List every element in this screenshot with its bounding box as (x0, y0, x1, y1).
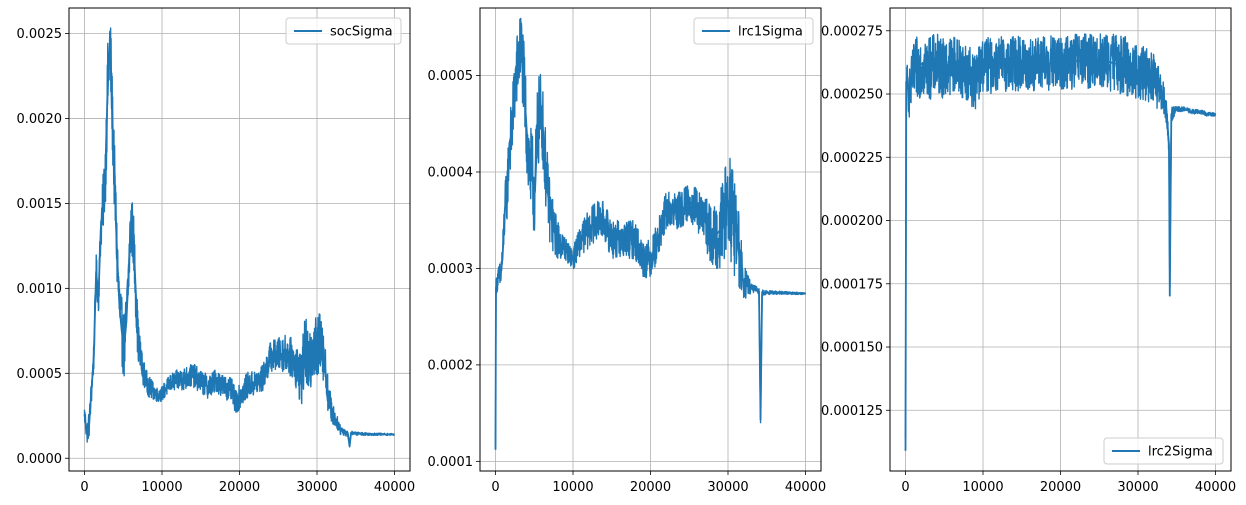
x-tick-label: 40000 (374, 480, 415, 495)
y-tick-label: 0.0005 (17, 367, 63, 382)
x-tick-label: 20000 (1040, 480, 1081, 495)
y-tick-label: 0.000225 (821, 151, 883, 166)
series-line-lrc2Sigma (904, 33, 1217, 440)
x-tick-label: 0 (901, 480, 909, 495)
y-tick-label: 0.0004 (428, 165, 474, 180)
y-tick-label: 0.0015 (17, 197, 63, 212)
y-tick-label: 0.0010 (17, 282, 63, 297)
y-tick-label: 0.0005 (428, 69, 474, 84)
subplot-1: 0 10000 20000 30000 40000 0.0000 0.0005 0.0010 0… (17, 7, 415, 495)
y-tick-label: 0.0002 (428, 358, 474, 373)
legend-label: socSigma (330, 25, 393, 40)
y-tick-label: 0.0003 (428, 262, 474, 277)
y-tick-label: 0.000250 (821, 88, 883, 103)
x-tick-label: 20000 (219, 480, 260, 495)
legend: socSigma (285, 17, 402, 45)
x-tick-label: 30000 (1117, 480, 1158, 495)
subplot-2: 0 10000 20000 30000 40000 0.0001 0.0002 0.0003 0… (428, 7, 826, 495)
subplot-3: 0 10000 20000 30000 40000 0.000125 0.000150 0.0… (821, 7, 1236, 495)
series-line-lrc1Sigma (494, 17, 807, 446)
x-tick-label: 10000 (552, 480, 593, 495)
x-tick-label: 30000 (707, 480, 748, 495)
legend-box (693, 17, 814, 45)
legend-label: lrc2Sigma (1148, 445, 1213, 460)
series-trace-lrc1Sigma (494, 46, 806, 450)
legend-label: lrc1Sigma (738, 25, 803, 40)
x-tick-label: 0 (491, 480, 499, 495)
y-tick-label: 0.000275 (821, 24, 883, 39)
x-tick-label: 40000 (785, 480, 826, 495)
y-tick-label: 0.000200 (821, 214, 883, 229)
x-tick-label: 40000 (1195, 480, 1236, 495)
legend-box (1103, 437, 1224, 465)
x-tick-label: 10000 (141, 480, 182, 495)
series-trace-lrc2Sigma (904, 60, 1216, 451)
series-trace-socSigma (83, 41, 395, 447)
legend: lrc1Sigma (693, 17, 814, 45)
y-tick-label: 0.0025 (17, 27, 63, 42)
y-tick-label: 0.0001 (428, 455, 474, 470)
y-tick-label: 0.000125 (821, 404, 883, 419)
x-tick-label: 0 (80, 480, 88, 495)
y-tick-label: 0.000175 (821, 277, 883, 292)
y-tick-label: 0.0020 (17, 112, 63, 127)
y-tick-label: 0.0000 (17, 452, 63, 467)
legend: lrc2Sigma (1103, 437, 1224, 465)
x-tick-label: 20000 (630, 480, 671, 495)
legend-box (285, 17, 402, 45)
x-tick-label: 30000 (296, 480, 337, 495)
y-tick-label: 0.000150 (821, 341, 883, 356)
x-tick-label: 10000 (962, 480, 1003, 495)
